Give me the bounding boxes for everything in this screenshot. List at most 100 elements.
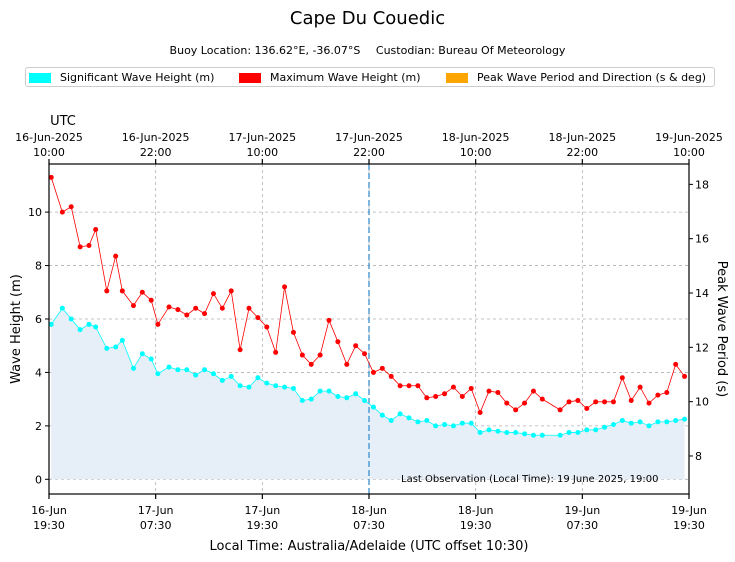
maximum-height-point xyxy=(202,311,208,317)
significant-height-point xyxy=(628,420,634,426)
chart-subtitle: Buoy Location: 136.62°E, -36.07°S Custod… xyxy=(0,44,735,57)
significant-height-point xyxy=(68,316,74,322)
peak-period-arrow xyxy=(290,303,314,328)
significant-height-point xyxy=(655,419,661,425)
maximum-height-point xyxy=(282,284,288,290)
maximum-height-point xyxy=(155,321,161,327)
significant-height-point xyxy=(513,430,519,436)
peak-period-arrow xyxy=(201,246,226,271)
maximum-height-point xyxy=(370,369,376,375)
significant-height-point xyxy=(646,423,652,429)
significant-height-point xyxy=(184,367,190,373)
peak-period-arrow xyxy=(121,246,145,271)
maximum-height-point xyxy=(673,361,679,367)
significant-height-point xyxy=(539,432,545,438)
significant-height-point xyxy=(273,383,279,389)
bottom-tick-time: 19:30 xyxy=(246,519,278,532)
peak-period-arrow xyxy=(145,246,170,271)
significant-height-point xyxy=(282,384,288,390)
maximum-height-point xyxy=(495,389,501,395)
peak-period-arrow xyxy=(571,356,585,377)
peak-period-arrow xyxy=(477,338,500,363)
bottom-tick-time: 19:30 xyxy=(673,519,705,532)
peak-period-arrow xyxy=(514,338,536,363)
significant-height-point xyxy=(433,423,439,429)
maximum-height-point xyxy=(210,291,216,297)
peak-period-arrow xyxy=(272,303,296,328)
maximum-height-point xyxy=(104,288,110,294)
significant-height-point xyxy=(495,428,501,434)
maximum-height-point xyxy=(59,209,65,215)
bottom-tick-date: 16-Jun xyxy=(31,504,67,517)
maximum-height-point xyxy=(637,384,643,390)
significant-height-point xyxy=(246,384,252,390)
peak-period-arrow xyxy=(442,338,465,363)
maximum-height-point xyxy=(237,347,243,353)
significant-height-point xyxy=(673,418,679,424)
peak-period-arrow xyxy=(416,368,438,393)
peak-period-arrow xyxy=(424,338,448,363)
significant-height-point xyxy=(442,422,448,428)
legend-label-maximum: Maximum Wave Height (m) xyxy=(270,71,421,84)
peak-period-arrow xyxy=(94,210,119,235)
significant-height-point xyxy=(566,430,572,436)
last-observation-annotation: Last Observation (Local Time): 19 June 2… xyxy=(401,474,659,485)
significant-height-point xyxy=(504,430,510,436)
maximum-height-point xyxy=(255,315,261,321)
significant-height-point xyxy=(104,345,110,351)
significant-height-point xyxy=(637,419,643,425)
legend-swatch-significant xyxy=(29,72,51,83)
significant-height-point xyxy=(77,327,83,333)
bottom-tick-date: 17-Jun xyxy=(138,504,174,517)
maximum-height-point xyxy=(424,395,430,401)
maximum-height-point xyxy=(602,399,608,405)
maximum-height-point xyxy=(48,174,54,180)
buoy-location: Buoy Location: 136.62°E, -36.07°S xyxy=(169,44,361,57)
peak-period-arrow xyxy=(210,284,234,309)
maximum-height-point xyxy=(273,349,279,355)
significant-height-point xyxy=(175,367,181,373)
maximum-height-point xyxy=(148,297,154,303)
peak-period-arrow xyxy=(183,246,208,271)
left-tick-label: 10 xyxy=(28,206,42,219)
top-tick-date: 17-Jun-2025 xyxy=(335,131,403,144)
peak-period-arrow xyxy=(559,338,579,363)
maximum-height-point xyxy=(584,405,590,411)
significant-height-point xyxy=(610,422,616,428)
peak-period-arrow xyxy=(299,303,323,328)
top-tick-date: 19-Jun-2025 xyxy=(655,131,723,144)
peak-period-arrow xyxy=(245,284,269,309)
maximum-height-point xyxy=(317,352,323,358)
significant-height-point xyxy=(290,385,296,391)
right-tick-label: 10 xyxy=(695,396,709,409)
maximum-height-point xyxy=(655,392,661,398)
peak-period-arrow xyxy=(495,338,518,363)
significant-height-point xyxy=(326,388,332,394)
peak-period-arrow xyxy=(672,285,697,307)
maximum-height-point xyxy=(119,288,125,294)
legend-swatch-peak xyxy=(446,72,468,83)
bottom-tick-date: 18-Jun xyxy=(458,504,494,517)
maximum-height-point xyxy=(139,289,145,295)
maximum-height-point xyxy=(406,383,412,389)
maximum-height-point xyxy=(530,388,536,394)
significant-height-point xyxy=(557,432,563,438)
maximum-height-point xyxy=(184,312,190,318)
top-tick-time: 22:00 xyxy=(353,146,385,159)
significant-height-point xyxy=(210,371,216,377)
maximum-height-point xyxy=(308,361,314,367)
top-tick-time: 10:00 xyxy=(246,146,278,159)
right-axis-label: Peak Wave Period (s) xyxy=(714,261,729,397)
right-tick-label: 18 xyxy=(695,178,709,191)
significant-height-point xyxy=(264,380,270,386)
significant-height-point xyxy=(682,416,688,422)
significant-height-point xyxy=(255,375,261,381)
top-tick-date: 16-Jun-2025 xyxy=(122,131,190,144)
top-tick-time: 22:00 xyxy=(566,146,598,159)
maximum-height-point xyxy=(450,384,456,390)
left-tick-label: 6 xyxy=(35,313,42,326)
significant-height-point xyxy=(308,396,314,402)
significant-height-point xyxy=(299,397,305,403)
peak-period-arrow xyxy=(38,210,63,235)
left-tick-label: 8 xyxy=(35,260,42,273)
